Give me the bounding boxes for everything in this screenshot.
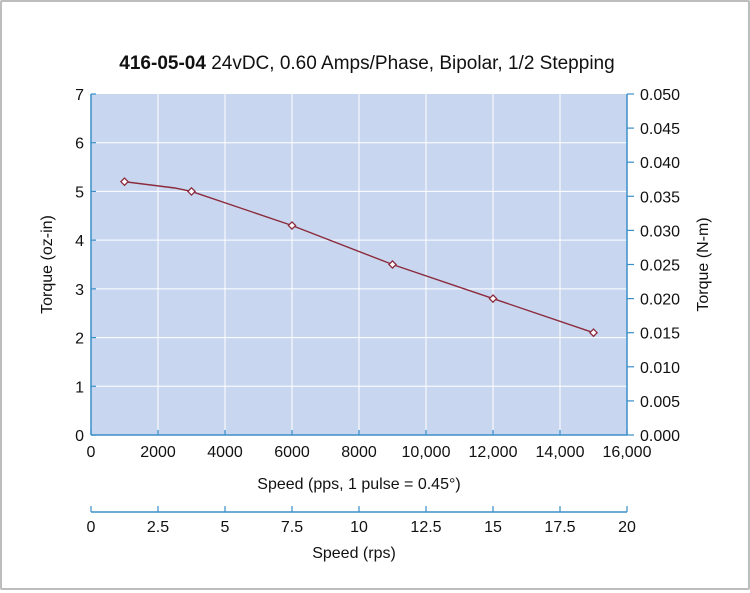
y2-tick-label: 0.040 bbox=[640, 155, 680, 172]
y2-tick-label: 0.035 bbox=[640, 189, 680, 206]
x2-tick-label: 0 bbox=[87, 519, 96, 536]
data-point bbox=[488, 294, 498, 304]
y-axis-label: Torque (oz-in) bbox=[39, 215, 56, 314]
y2-tick-label: 0.010 bbox=[640, 360, 680, 377]
data-point bbox=[119, 177, 130, 187]
data-point bbox=[287, 221, 297, 231]
x-tick-label: 12,000 bbox=[469, 444, 518, 461]
data-markers bbox=[119, 177, 599, 338]
x-tick-label: 10,000 bbox=[402, 444, 451, 461]
y2-tick-label: 0.045 bbox=[640, 121, 680, 138]
x-tick-label: 8000 bbox=[341, 444, 377, 461]
title-part-number: 416-05-04 bbox=[119, 53, 206, 74]
y2-tick-label: 0.005 bbox=[640, 394, 680, 411]
x2-tick-label: 17.5 bbox=[544, 519, 575, 536]
y-tick-label: 2 bbox=[75, 331, 84, 348]
axes bbox=[90, 93, 634, 513]
x2-tick-label: 5 bbox=[221, 519, 230, 536]
x-tick-label: 2000 bbox=[140, 444, 176, 461]
y2-tick-label: 0.050 bbox=[640, 87, 680, 104]
x2-tick-label: 12.5 bbox=[410, 519, 441, 536]
data-point bbox=[387, 259, 398, 270]
x2-tick-label: 20 bbox=[618, 519, 636, 536]
y-tick-label: 1 bbox=[75, 379, 84, 396]
x2-tick-label: 10 bbox=[350, 519, 368, 536]
y2-axis-label: Torque (N-m) bbox=[695, 217, 712, 311]
y2-tick-label: 0.025 bbox=[640, 258, 680, 275]
x-tick-label: 6000 bbox=[274, 444, 310, 461]
data-point bbox=[186, 186, 197, 196]
y-tick-label: 3 bbox=[75, 282, 84, 299]
y2-tick-label: 0.030 bbox=[640, 223, 680, 240]
x-tick-label: 14,000 bbox=[536, 444, 585, 461]
x-tick-label: 16,000 bbox=[603, 444, 652, 461]
y2-tick-label: 0.015 bbox=[640, 326, 680, 343]
y2-tick-label: 0.000 bbox=[640, 428, 680, 445]
x2-axis-label: Speed (rps) bbox=[312, 545, 396, 562]
tick-labels: 0 1 2 3 4 5 6 7 0.000 0.005 0.010 0.015 0.020 0.025 0.… bbox=[75, 87, 680, 536]
y-tick-label: 6 bbox=[75, 136, 84, 153]
x2-tick-label: 15 bbox=[484, 519, 502, 536]
y-tick-label: 7 bbox=[75, 87, 84, 104]
title-description: 24vDC, 0.60 Amps/Phase, Bipolar, 1/2 Ste… bbox=[206, 53, 615, 74]
x-tick-label: 0 bbox=[87, 444, 96, 461]
gridlines bbox=[91, 94, 627, 435]
x-axis-label: Speed (pps, 1 pulse = 0.45°) bbox=[257, 476, 460, 493]
data-point bbox=[588, 328, 599, 338]
y-tick-label: 5 bbox=[75, 184, 84, 201]
x2-tick-label: 7.5 bbox=[281, 519, 303, 536]
y-tick-label: 0 bbox=[75, 428, 84, 445]
x2-tick-label: 2.5 bbox=[147, 519, 169, 536]
chart-title: 416-05-04 24vDC, 0.60 Amps/Phase, Bipola… bbox=[119, 53, 614, 74]
x-tick-label: 4000 bbox=[207, 444, 243, 461]
y-tick-label: 4 bbox=[75, 233, 84, 250]
y2-tick-label: 0.020 bbox=[640, 292, 680, 309]
